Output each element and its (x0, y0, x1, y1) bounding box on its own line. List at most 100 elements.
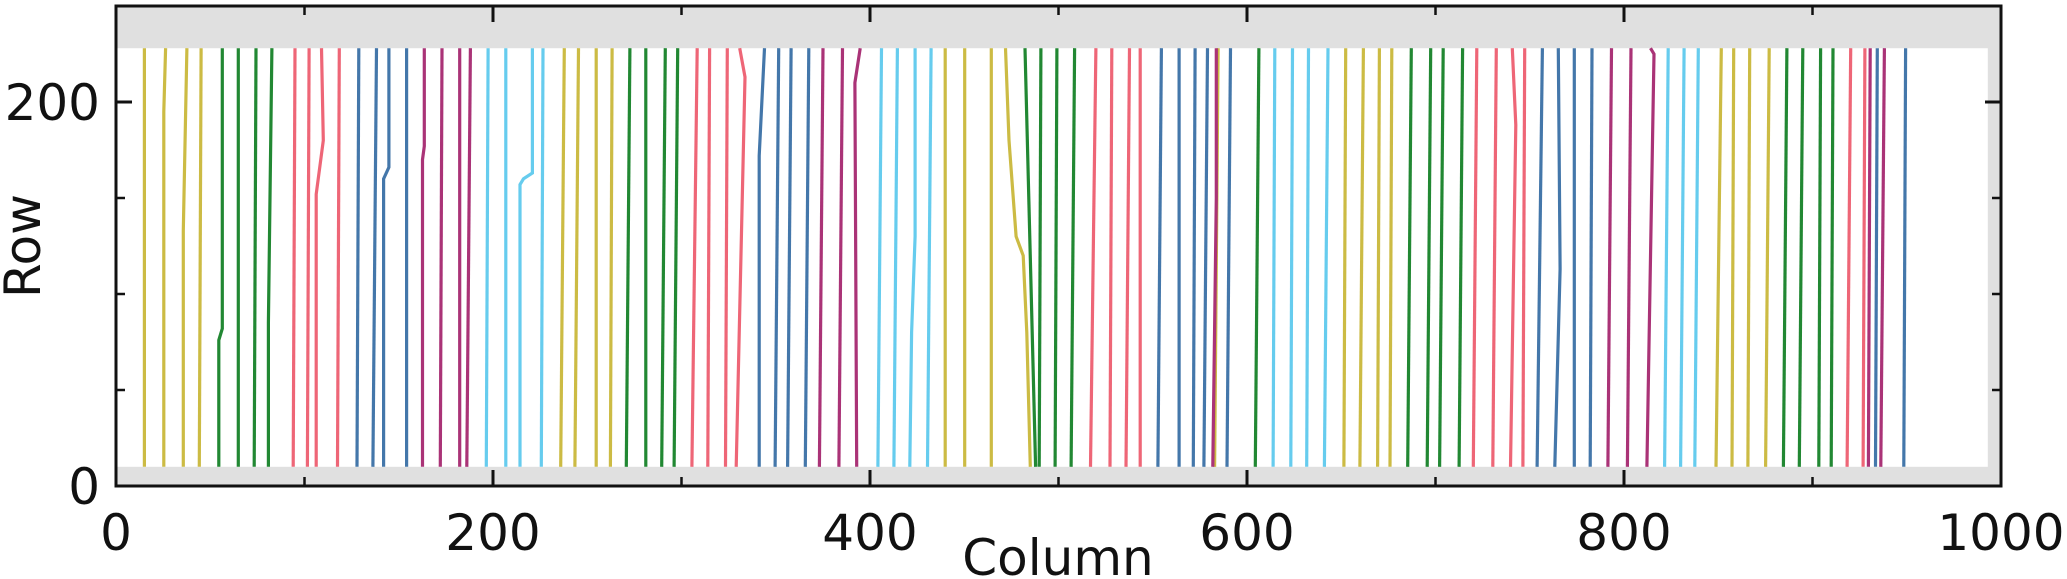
series-line-42 (853, 47, 862, 467)
series-line-72 (1358, 48, 1365, 467)
series-line-12 (355, 48, 361, 467)
series-line-55 (1088, 48, 1098, 467)
series-line-14 (382, 48, 391, 467)
series-line-56 (1108, 48, 1114, 467)
series-line-2 (181, 48, 189, 467)
series-line-95 (1746, 48, 1752, 467)
series-line-94 (1730, 48, 1736, 467)
series-line-86 (1588, 48, 1594, 467)
series-line-69 (1305, 48, 1311, 467)
series-line-50 (1003, 48, 1032, 467)
y-tick-label: 0 (68, 458, 100, 516)
series-line-80 (1491, 48, 1498, 467)
series-line-16 (420, 48, 426, 467)
series-line-24 (559, 48, 566, 467)
series-line-96 (1764, 48, 1771, 467)
series-line-73 (1376, 48, 1381, 467)
series-line-100 (1829, 48, 1835, 467)
series-line-28 (624, 48, 632, 467)
series-line-6 (252, 48, 258, 467)
series-line-45 (908, 48, 917, 467)
series-line-32 (690, 48, 699, 467)
series-line-43 (876, 48, 884, 467)
series-line-89 (1645, 47, 1656, 467)
ticks-layer: 0 200 400 600 800 1000 0 200 (5, 4, 2065, 562)
series-line-70 (1322, 48, 1330, 467)
series-line-74 (1388, 48, 1394, 467)
series-line-33 (706, 48, 712, 467)
series-line-101 (1845, 48, 1853, 467)
series-line-83 (1535, 48, 1544, 467)
x-tick-label: 400 (822, 504, 917, 562)
x-tick-label: 200 (445, 504, 540, 562)
series-line-7 (266, 48, 274, 467)
series-line-98 (1797, 48, 1805, 467)
series-line-1 (162, 48, 168, 467)
series-line-64 (1211, 48, 1218, 467)
series-line-92 (1693, 48, 1700, 467)
series-line-97 (1781, 48, 1789, 467)
x-tick-label: 800 (1576, 504, 1671, 562)
series-line-106 (1902, 48, 1908, 467)
series-line-104 (1873, 48, 1879, 467)
series-line-34 (723, 48, 729, 467)
series-line-19 (465, 48, 472, 467)
data-region (116, 48, 1988, 467)
series-line-44 (892, 48, 899, 467)
series-line-77 (1438, 48, 1445, 467)
series-line-13 (371, 48, 379, 467)
series-line-37 (773, 48, 781, 467)
series-line-31 (672, 48, 680, 467)
series-line-88 (1625, 48, 1633, 467)
series-line-66 (1253, 48, 1261, 467)
series-line-4 (217, 48, 224, 467)
series-line-65 (1225, 48, 1233, 467)
series-line-71 (1342, 48, 1348, 467)
series-line-46 (925, 48, 933, 467)
series-line-81 (1508, 48, 1518, 467)
series-line-79 (1471, 48, 1479, 467)
series-line-11 (335, 48, 341, 467)
series-line-27 (608, 48, 614, 467)
series-line-38 (786, 48, 793, 467)
series-line-39 (803, 48, 811, 467)
series-line-25 (573, 48, 581, 467)
series-line-40 (817, 48, 825, 467)
series-line-105 (1879, 48, 1886, 467)
series-line-102 (1861, 48, 1867, 467)
series-line-23 (539, 48, 545, 467)
y-tick-label: 200 (5, 74, 100, 132)
x-tick-label: 600 (1199, 504, 1294, 562)
series-line-17 (438, 48, 444, 467)
series-line-90 (1663, 48, 1670, 467)
y-axis-label: Row (0, 194, 52, 298)
series-line-30 (660, 48, 667, 467)
series-line-3 (197, 48, 203, 467)
series-line-76 (1425, 48, 1433, 467)
series-line-82 (1521, 48, 1527, 467)
series-line-91 (1679, 48, 1686, 467)
series-line-103 (1866, 48, 1872, 467)
series-line-75 (1406, 48, 1413, 467)
series-line-62 (1202, 48, 1210, 467)
series-line-59 (1156, 48, 1163, 467)
series-layer (142, 47, 1908, 467)
x-axis-label: Column (962, 529, 1153, 579)
series-line-99 (1817, 48, 1823, 467)
series-line-87 (1606, 48, 1614, 467)
x-tick-label: 0 (100, 504, 132, 562)
series-line-20 (484, 48, 490, 467)
series-line-53 (1053, 48, 1059, 467)
series-line-68 (1289, 48, 1295, 467)
series-line-61 (1191, 48, 1197, 467)
series-line-41 (837, 48, 845, 467)
series-line-51 (1023, 48, 1038, 467)
series-line-93 (1714, 48, 1723, 467)
series-line-67 (1271, 48, 1277, 467)
series-line-84 (1553, 48, 1562, 467)
series-line-10 (314, 48, 325, 467)
series-line-78 (1457, 48, 1465, 467)
series-line-22 (518, 48, 534, 467)
x-tick-label: 1000 (1937, 504, 2064, 562)
